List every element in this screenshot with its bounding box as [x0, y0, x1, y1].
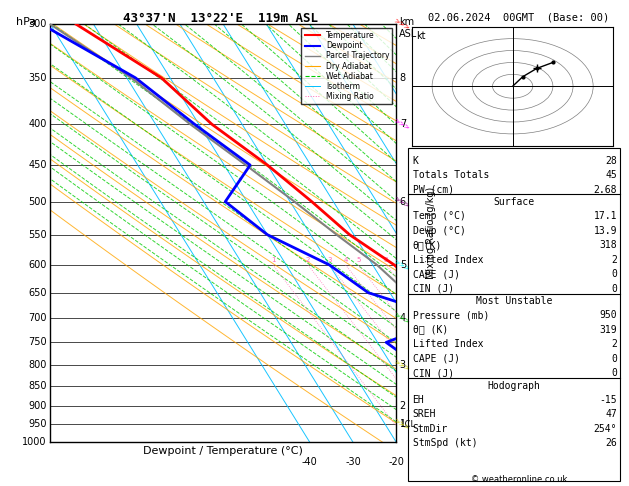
- Text: 400: 400: [28, 119, 47, 129]
- Text: 300: 300: [28, 19, 47, 29]
- Text: 600: 600: [28, 260, 47, 270]
- Text: 6: 6: [400, 197, 406, 207]
- Text: LCL: LCL: [400, 420, 415, 429]
- Text: Temp (°C): Temp (°C): [413, 211, 465, 221]
- Text: K: K: [413, 156, 418, 166]
- Text: 8: 8: [384, 257, 388, 263]
- Text: 4: 4: [400, 313, 406, 324]
- Text: StmSpd (kt): StmSpd (kt): [413, 438, 477, 449]
- Text: 550: 550: [28, 230, 47, 240]
- Text: -20: -20: [388, 457, 404, 467]
- Text: Mixing Ratio (g/kg): Mixing Ratio (g/kg): [426, 187, 436, 279]
- Text: Surface: Surface: [493, 197, 535, 207]
- Text: 950: 950: [28, 419, 47, 430]
- Text: 0: 0: [611, 368, 617, 379]
- Text: 700: 700: [28, 313, 47, 324]
- Text: 5: 5: [356, 257, 360, 263]
- Text: >>>: >>>: [392, 117, 411, 131]
- Text: 2: 2: [611, 255, 617, 265]
- Text: 0: 0: [611, 284, 617, 294]
- Text: 47: 47: [605, 409, 617, 419]
- Text: 2: 2: [400, 400, 406, 411]
- Text: © weatheronline.co.uk: © weatheronline.co.uk: [470, 474, 567, 484]
- Text: >>>: >>>: [392, 312, 411, 326]
- Text: 17.1: 17.1: [594, 211, 617, 221]
- Text: 7: 7: [400, 119, 406, 129]
- Text: 3: 3: [400, 360, 406, 370]
- Text: 1: 1: [400, 419, 406, 430]
- Text: 950: 950: [599, 310, 617, 320]
- Text: EH: EH: [413, 395, 425, 405]
- Text: 350: 350: [28, 73, 47, 83]
- Text: Pressure (mb): Pressure (mb): [413, 310, 489, 320]
- Text: 2: 2: [611, 339, 617, 349]
- Text: 650: 650: [28, 288, 47, 298]
- Text: Totals Totals: Totals Totals: [413, 170, 489, 180]
- Text: Most Unstable: Most Unstable: [476, 296, 552, 306]
- Text: 254°: 254°: [594, 424, 617, 434]
- Text: θᴇ(K): θᴇ(K): [413, 240, 442, 250]
- Text: km
ASL: km ASL: [399, 17, 418, 38]
- Text: 450: 450: [28, 160, 47, 170]
- X-axis label: Dewpoint / Temperature (°C): Dewpoint / Temperature (°C): [143, 447, 303, 456]
- Text: 318: 318: [599, 240, 617, 250]
- Text: 500: 500: [28, 197, 47, 207]
- Text: 8: 8: [400, 73, 406, 83]
- Text: CAPE (J): CAPE (J): [413, 269, 460, 279]
- Text: 3: 3: [328, 257, 332, 263]
- Text: kt: kt: [416, 32, 426, 41]
- Text: 26: 26: [605, 438, 617, 449]
- Text: 28: 28: [605, 156, 617, 166]
- Text: 319: 319: [599, 325, 617, 335]
- Text: >>>: >>>: [392, 258, 411, 272]
- Text: PW (cm): PW (cm): [413, 185, 454, 195]
- Text: CAPE (J): CAPE (J): [413, 354, 460, 364]
- Text: 43°37'N  13°22'E  119m ASL: 43°37'N 13°22'E 119m ASL: [123, 12, 318, 25]
- Text: >>>: >>>: [392, 358, 411, 372]
- Text: 2: 2: [306, 257, 310, 263]
- Text: 4: 4: [343, 257, 348, 263]
- Text: 0: 0: [611, 354, 617, 364]
- Text: 13.9: 13.9: [594, 226, 617, 236]
- Text: 750: 750: [28, 337, 47, 347]
- Text: 850: 850: [28, 381, 47, 391]
- Text: 02.06.2024  00GMT  (Base: 00): 02.06.2024 00GMT (Base: 00): [428, 12, 610, 22]
- Text: -15: -15: [599, 395, 617, 405]
- Text: 0: 0: [611, 269, 617, 279]
- Legend: Temperature, Dewpoint, Parcel Trajectory, Dry Adiabat, Wet Adiabat, Isotherm, Mi: Temperature, Dewpoint, Parcel Trajectory…: [301, 28, 392, 104]
- Text: StmDir: StmDir: [413, 424, 448, 434]
- Text: 2.68: 2.68: [594, 185, 617, 195]
- Text: >>>: >>>: [392, 194, 411, 208]
- Text: >>>: >>>: [392, 417, 411, 432]
- Text: CIN (J): CIN (J): [413, 368, 454, 379]
- Text: Dewp (°C): Dewp (°C): [413, 226, 465, 236]
- Text: CIN (J): CIN (J): [413, 284, 454, 294]
- Text: Lifted Index: Lifted Index: [413, 339, 483, 349]
- Text: >>>: >>>: [392, 17, 411, 31]
- Text: Hodograph: Hodograph: [487, 381, 540, 391]
- Text: 900: 900: [28, 400, 47, 411]
- Text: hPa: hPa: [16, 17, 36, 27]
- Text: 45: 45: [605, 170, 617, 180]
- Text: 1: 1: [270, 257, 276, 263]
- Text: θᴇ (K): θᴇ (K): [413, 325, 448, 335]
- Text: -30: -30: [345, 457, 361, 467]
- Text: SREH: SREH: [413, 409, 436, 419]
- Text: -40: -40: [302, 457, 318, 467]
- Text: Lifted Index: Lifted Index: [413, 255, 483, 265]
- Text: 800: 800: [28, 360, 47, 370]
- Text: 1000: 1000: [23, 437, 47, 447]
- Text: 5: 5: [400, 260, 406, 270]
